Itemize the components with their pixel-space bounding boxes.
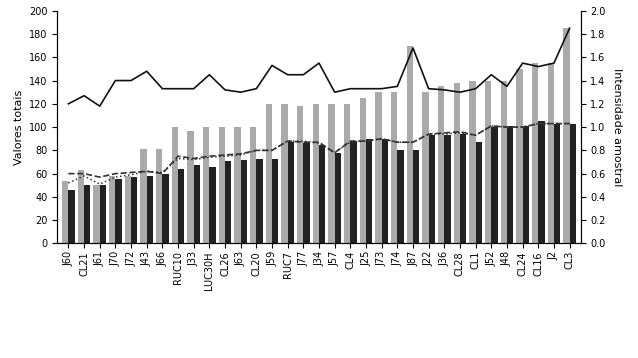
Bar [344,104,350,243]
Bar [234,127,241,243]
Bar [178,169,184,243]
Bar [460,134,466,243]
Bar [125,176,131,243]
Bar [563,28,570,243]
Bar [375,92,382,243]
Bar [501,81,507,243]
Bar [303,143,309,243]
Bar [115,179,122,243]
Bar [444,135,450,243]
Bar [272,159,278,243]
Bar [84,185,91,243]
Bar [319,145,325,243]
Bar [422,92,429,243]
Bar [194,165,200,243]
Bar [266,104,272,243]
Bar [382,139,388,243]
Bar [554,124,560,243]
Bar [256,159,263,243]
Bar [470,81,476,243]
Bar [203,127,209,243]
Bar [281,104,288,243]
Bar [109,176,115,243]
Bar [547,63,554,243]
Bar [93,185,100,243]
Bar [100,185,106,243]
Bar [297,106,303,243]
Bar [156,149,162,243]
Bar [172,127,178,243]
Bar [406,45,413,243]
Bar [78,170,84,243]
Bar [241,160,247,243]
Bar [335,153,341,243]
Bar [62,180,68,243]
Bar [476,142,482,243]
Bar [532,63,538,243]
Bar [288,142,294,243]
Bar [313,104,319,243]
Bar [523,126,529,243]
Bar [147,176,153,243]
Y-axis label: Valores totais: Valores totais [13,90,24,165]
Bar [429,135,435,243]
Bar [360,98,366,243]
Bar [570,124,576,243]
Bar [438,86,444,243]
Bar [250,127,256,243]
Bar [225,161,232,243]
Bar [219,127,225,243]
Bar [329,104,335,243]
Bar [397,150,404,243]
Bar [491,127,498,243]
Bar [413,150,419,243]
Y-axis label: Intensidade amostral: Intensidade amostral [612,68,622,186]
Bar [68,190,75,243]
Bar [485,81,491,243]
Bar [366,139,372,243]
Bar [516,69,523,243]
Bar [162,174,168,243]
Bar [507,126,513,243]
Bar [188,131,194,243]
Bar [391,92,397,243]
Bar [140,149,147,243]
Bar [350,141,357,243]
Bar [209,167,216,243]
Bar [454,83,460,243]
Bar [538,121,545,243]
Bar [131,177,137,243]
